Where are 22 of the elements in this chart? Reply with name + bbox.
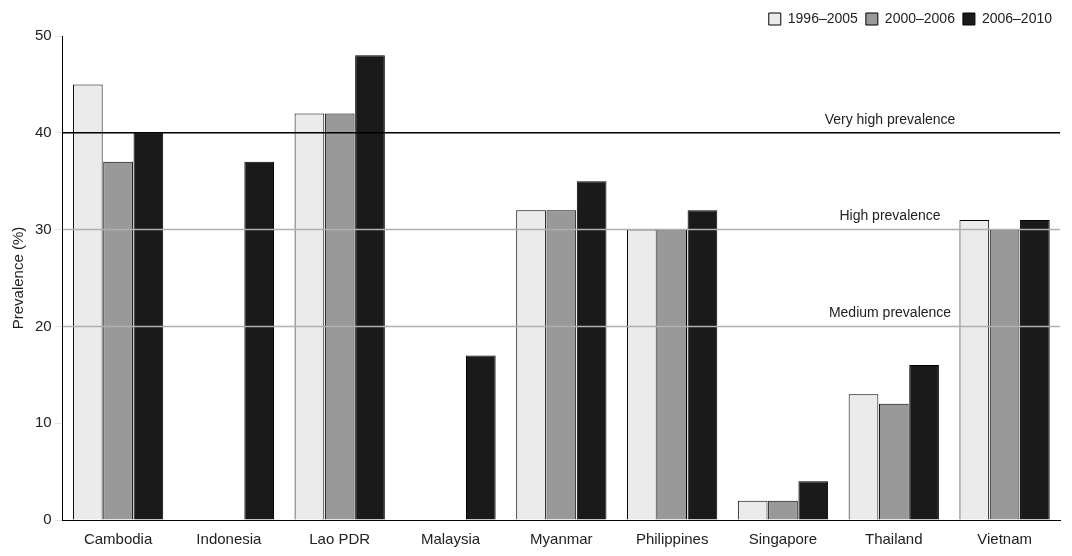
y-tick-label: 10 (35, 413, 52, 431)
x-tick-label: Cambodia (83, 530, 153, 548)
ref-line-label: Medium prevalence (828, 304, 952, 321)
x-tick-label: Vietnam (977, 530, 1032, 548)
x-tick-label: Indonesia (196, 530, 263, 548)
x-tick-label: Philippines (635, 530, 709, 548)
y-axis-title: Prevalence (%) (9, 226, 27, 330)
y-tick-label: 20 (35, 316, 52, 334)
x-tick-label: Thailand (865, 530, 923, 548)
y-tick-label: 50 (35, 26, 52, 44)
x-tick-label: Singapore (748, 530, 818, 548)
x-tick-label: Myanmar (530, 530, 593, 548)
ref-line-label: High prevalence (839, 207, 941, 224)
legend-label: 1996–2005 (787, 9, 859, 26)
x-tick-label: Malaysia (420, 530, 481, 548)
ref-line-label: Very high prevalence (824, 110, 956, 127)
y-tick-label: 40 (35, 122, 52, 140)
x-tick-label: Lao PDR (309, 530, 371, 548)
y-tick-label: 30 (35, 219, 52, 237)
legend-label: 2000–2006 (884, 9, 956, 26)
legend-label: 2006–2010 (981, 9, 1053, 26)
y-tick-label: 0 (43, 510, 52, 528)
